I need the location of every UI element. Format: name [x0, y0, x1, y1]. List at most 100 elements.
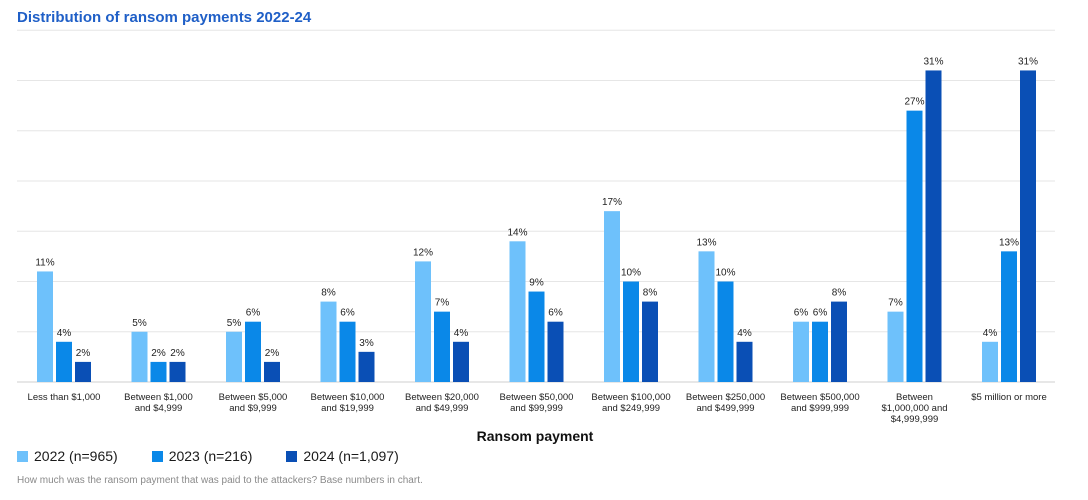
- data-label: 2%: [265, 348, 280, 359]
- data-label: 14%: [507, 227, 527, 238]
- bar: [434, 311, 450, 382]
- x-tick-label: and $19,999: [321, 403, 374, 414]
- bar: [150, 361, 167, 382]
- data-label: 6%: [794, 308, 809, 319]
- data-label: 2%: [76, 348, 91, 359]
- data-label: 5%: [132, 318, 147, 329]
- data-label: 8%: [321, 288, 336, 299]
- bar: [717, 281, 734, 382]
- data-label: 17%: [602, 197, 622, 208]
- data-label: 6%: [548, 308, 563, 319]
- data-label: 4%: [983, 328, 998, 339]
- bar: [1020, 70, 1036, 382]
- bar: [604, 211, 620, 382]
- data-label: 4%: [57, 328, 72, 339]
- x-tick-label: and $9,999: [229, 403, 277, 414]
- data-label: 12%: [413, 247, 433, 258]
- x-tick-label: Between $20,000: [405, 392, 479, 403]
- footnote: How much was the ransom payment that was…: [17, 475, 423, 486]
- data-label: 9%: [529, 278, 544, 289]
- bar: [131, 331, 148, 382]
- bar: [528, 291, 545, 382]
- bar: [245, 321, 261, 382]
- data-label: 8%: [643, 288, 658, 299]
- bar: [169, 361, 186, 382]
- bar: [226, 331, 242, 382]
- bars: [37, 70, 1036, 383]
- data-label: 10%: [621, 268, 641, 279]
- bar: [415, 261, 431, 382]
- x-tick-label: $4,999,999: [891, 414, 939, 425]
- legend-item-2024: 2024 (n=1,097): [286, 448, 399, 464]
- data-label: 6%: [246, 308, 261, 319]
- x-tick-label: Between $500,000: [780, 392, 859, 403]
- bar: [623, 281, 639, 382]
- bar: [793, 321, 809, 382]
- x-tick-label: $5 million or more: [971, 392, 1047, 403]
- legend-item-2023: 2023 (n=216): [151, 448, 253, 464]
- x-tick-label: Between $1,000: [124, 392, 193, 403]
- x-tick-label: and $4,999: [135, 403, 183, 414]
- x-tick-label: and $99,999: [510, 403, 563, 414]
- bar: [698, 251, 715, 382]
- bar: [925, 70, 942, 382]
- bar: [887, 311, 904, 382]
- data-label: 13%: [999, 237, 1019, 248]
- legend-label-2024: 2024 (n=1,097): [303, 448, 399, 464]
- data-label: 6%: [340, 308, 355, 319]
- bar: [56, 341, 72, 382]
- bar: [358, 351, 375, 382]
- x-tick-label: and $49,999: [416, 403, 469, 414]
- bar: [736, 341, 753, 382]
- data-label: 4%: [454, 328, 469, 339]
- data-label: 10%: [715, 268, 735, 279]
- bar: [1001, 251, 1017, 382]
- data-label: 6%: [813, 308, 828, 319]
- bar: [264, 361, 280, 382]
- data-labels: 11% 4% 2% 5% 2% 2% 5% 6% 2% 8% 6% 3% 12% 7% 4% 14% 9% 6% 1…: [35, 56, 1038, 358]
- data-label: 8%: [832, 288, 847, 299]
- data-label: 11%: [35, 257, 54, 268]
- bar: [453, 341, 469, 382]
- data-label: 7%: [435, 298, 450, 309]
- x-tick-label: and $999,999: [791, 403, 849, 414]
- x-tick-label: Between $50,000: [500, 392, 574, 403]
- data-label: 31%: [1018, 56, 1038, 67]
- x-tick-label: Between: [896, 392, 933, 403]
- legend-swatch-2023: [151, 450, 163, 462]
- bar: [982, 341, 998, 382]
- data-label: 31%: [923, 56, 943, 67]
- bar: [812, 321, 828, 382]
- bar: [831, 301, 847, 382]
- x-tick-label: Between $10,000: [311, 392, 385, 403]
- legend: 2022 (n=965) 2023 (n=216) 2024 (n=1,097): [17, 448, 399, 464]
- x-axis-title: Ransom payment: [476, 428, 594, 444]
- x-tick-label: and $499,999: [696, 403, 754, 414]
- data-label: 5%: [227, 318, 242, 329]
- legend-label-2022: 2022 (n=965): [34, 448, 118, 464]
- data-label: 13%: [696, 237, 716, 248]
- bar: [642, 301, 658, 382]
- legend-swatch-2024: [286, 450, 298, 462]
- x-tick-label: Between $250,000: [686, 392, 765, 403]
- x-tick-label: Between $5,000: [219, 392, 288, 403]
- bar: [37, 271, 53, 382]
- bar-chart: 11% 4% 2% 5% 2% 2% 5% 6% 2% 8% 6% 3% 12% 7% 4% 14% 9% 6% 1…: [17, 29, 1055, 425]
- x-tick-label: Between $100,000: [591, 392, 670, 403]
- bar: [75, 361, 91, 382]
- x-tick-label: and $249,999: [602, 403, 660, 414]
- chart-title: Distribution of ransom payments 2022-24: [17, 9, 312, 26]
- bar: [320, 301, 337, 382]
- data-label: 4%: [737, 328, 752, 339]
- data-label: 2%: [151, 348, 166, 359]
- bar: [906, 110, 923, 383]
- data-label: 2%: [170, 348, 185, 359]
- x-tick-label: $1,000,000 and: [881, 403, 947, 414]
- bar: [509, 241, 526, 382]
- legend-label-2023: 2023 (n=216): [168, 448, 253, 464]
- x-tick-label: Less than $1,000: [28, 392, 101, 403]
- legend-item-2022: 2022 (n=965): [17, 448, 118, 464]
- data-label: 27%: [904, 97, 924, 108]
- legend-swatch-2022: [17, 450, 28, 462]
